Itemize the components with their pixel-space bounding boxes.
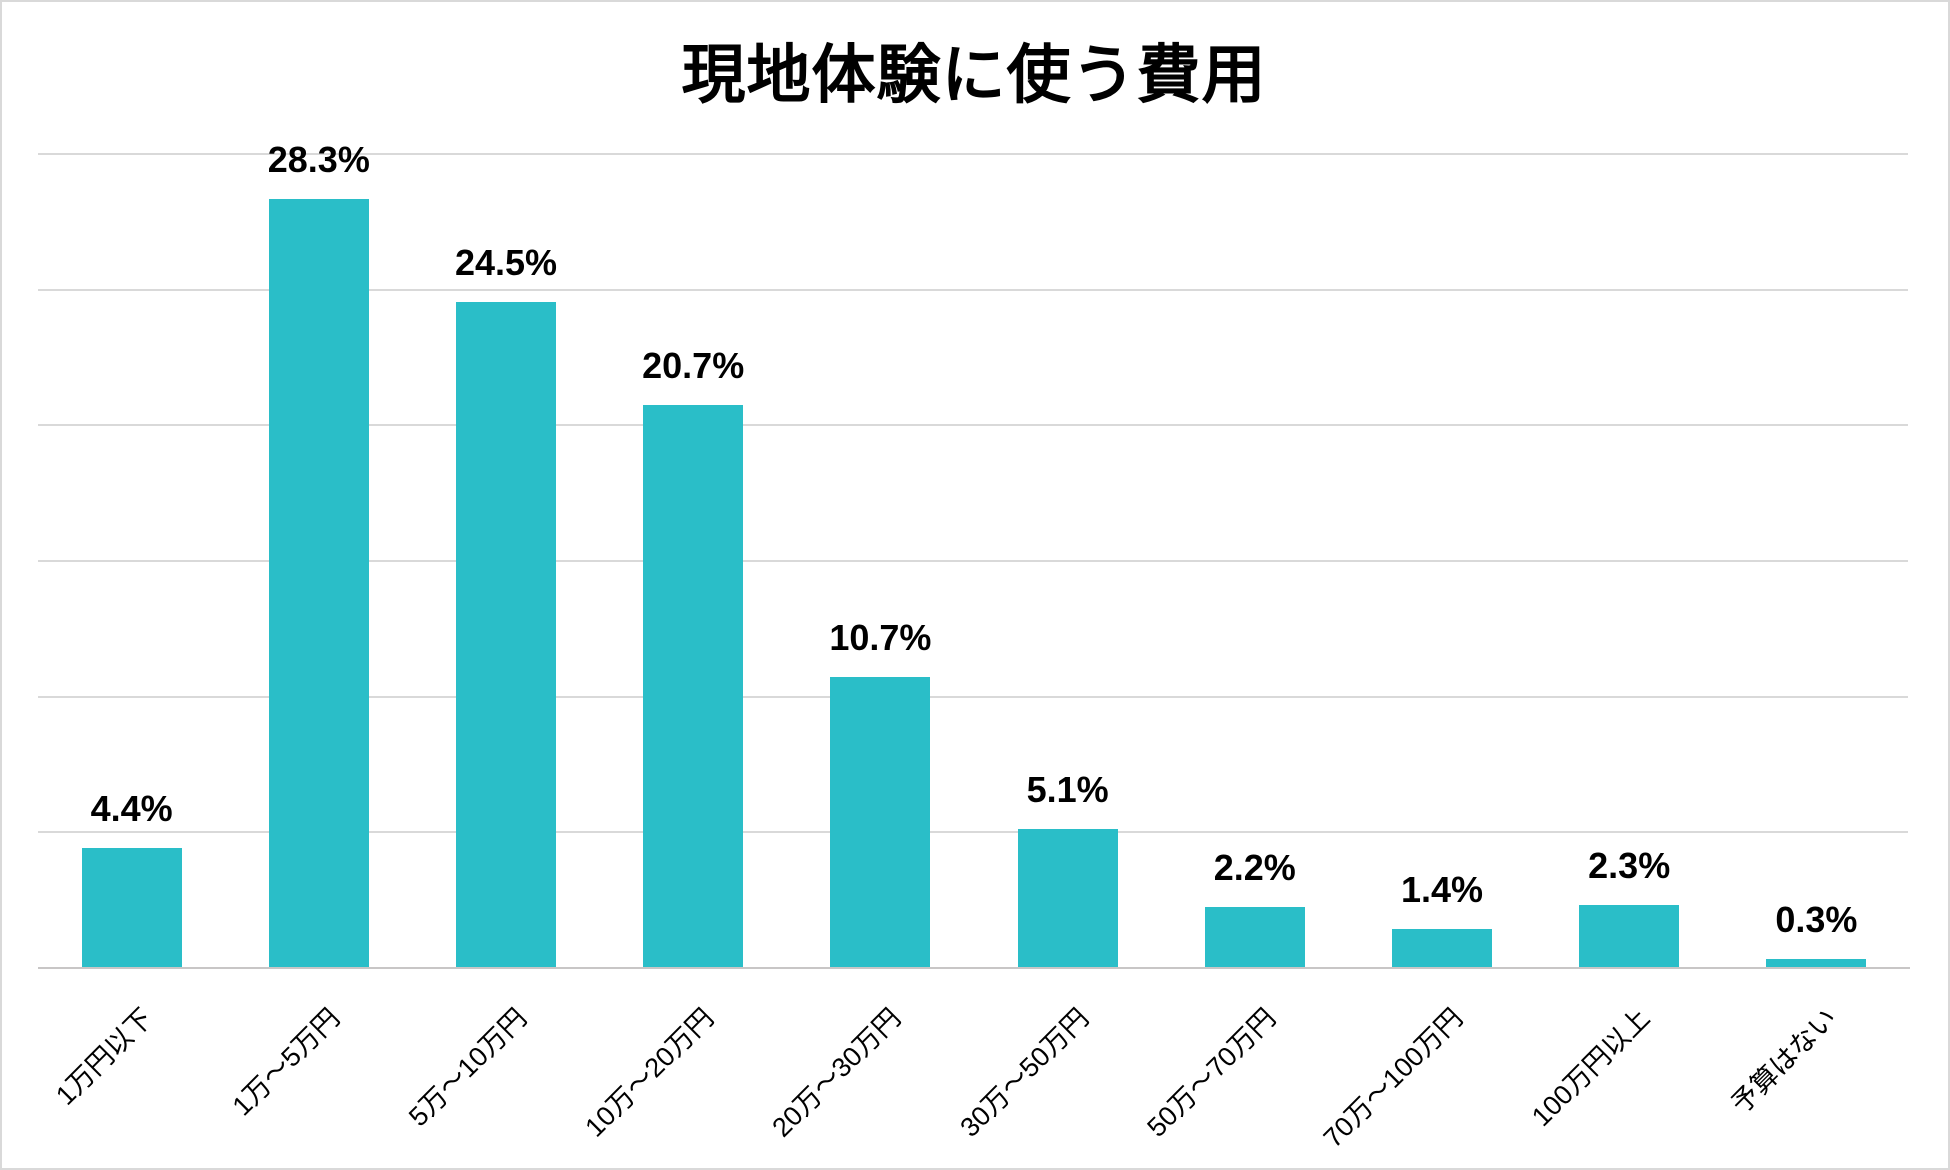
bar — [1579, 904, 1680, 967]
gridline — [38, 424, 1908, 427]
gridline — [38, 152, 1908, 155]
bar — [830, 676, 931, 967]
bar — [1766, 958, 1867, 967]
bar-value-label: 2.2% — [1213, 847, 1296, 889]
bar-value-label: 5.1% — [1026, 768, 1109, 810]
gridline — [38, 831, 1908, 834]
bar-value-label: 1.4% — [1400, 869, 1484, 910]
gridline — [38, 288, 1908, 291]
bar-value-label: 10.7% — [829, 616, 932, 658]
x-axis-line — [38, 967, 1910, 969]
bar-value-label: 24.5% — [454, 242, 558, 284]
bar — [456, 302, 556, 967]
bar-value-label: 20.7% — [642, 345, 745, 387]
bar-value-label: 2.3% — [1588, 844, 1671, 886]
bar — [1017, 828, 1118, 967]
bar — [268, 198, 369, 967]
bar-value-label: 4.4% — [90, 787, 173, 829]
bar-value-label: 0.3% — [1775, 898, 1858, 940]
gridline — [38, 695, 1908, 698]
bar — [1204, 907, 1305, 967]
bar — [643, 405, 744, 967]
bar — [81, 847, 182, 967]
bar — [1392, 929, 1492, 967]
chart-title: 現地体験に使う費用 — [681, 39, 1267, 111]
bar-value-label: 28.3% — [267, 138, 370, 180]
gridline — [38, 559, 1908, 562]
